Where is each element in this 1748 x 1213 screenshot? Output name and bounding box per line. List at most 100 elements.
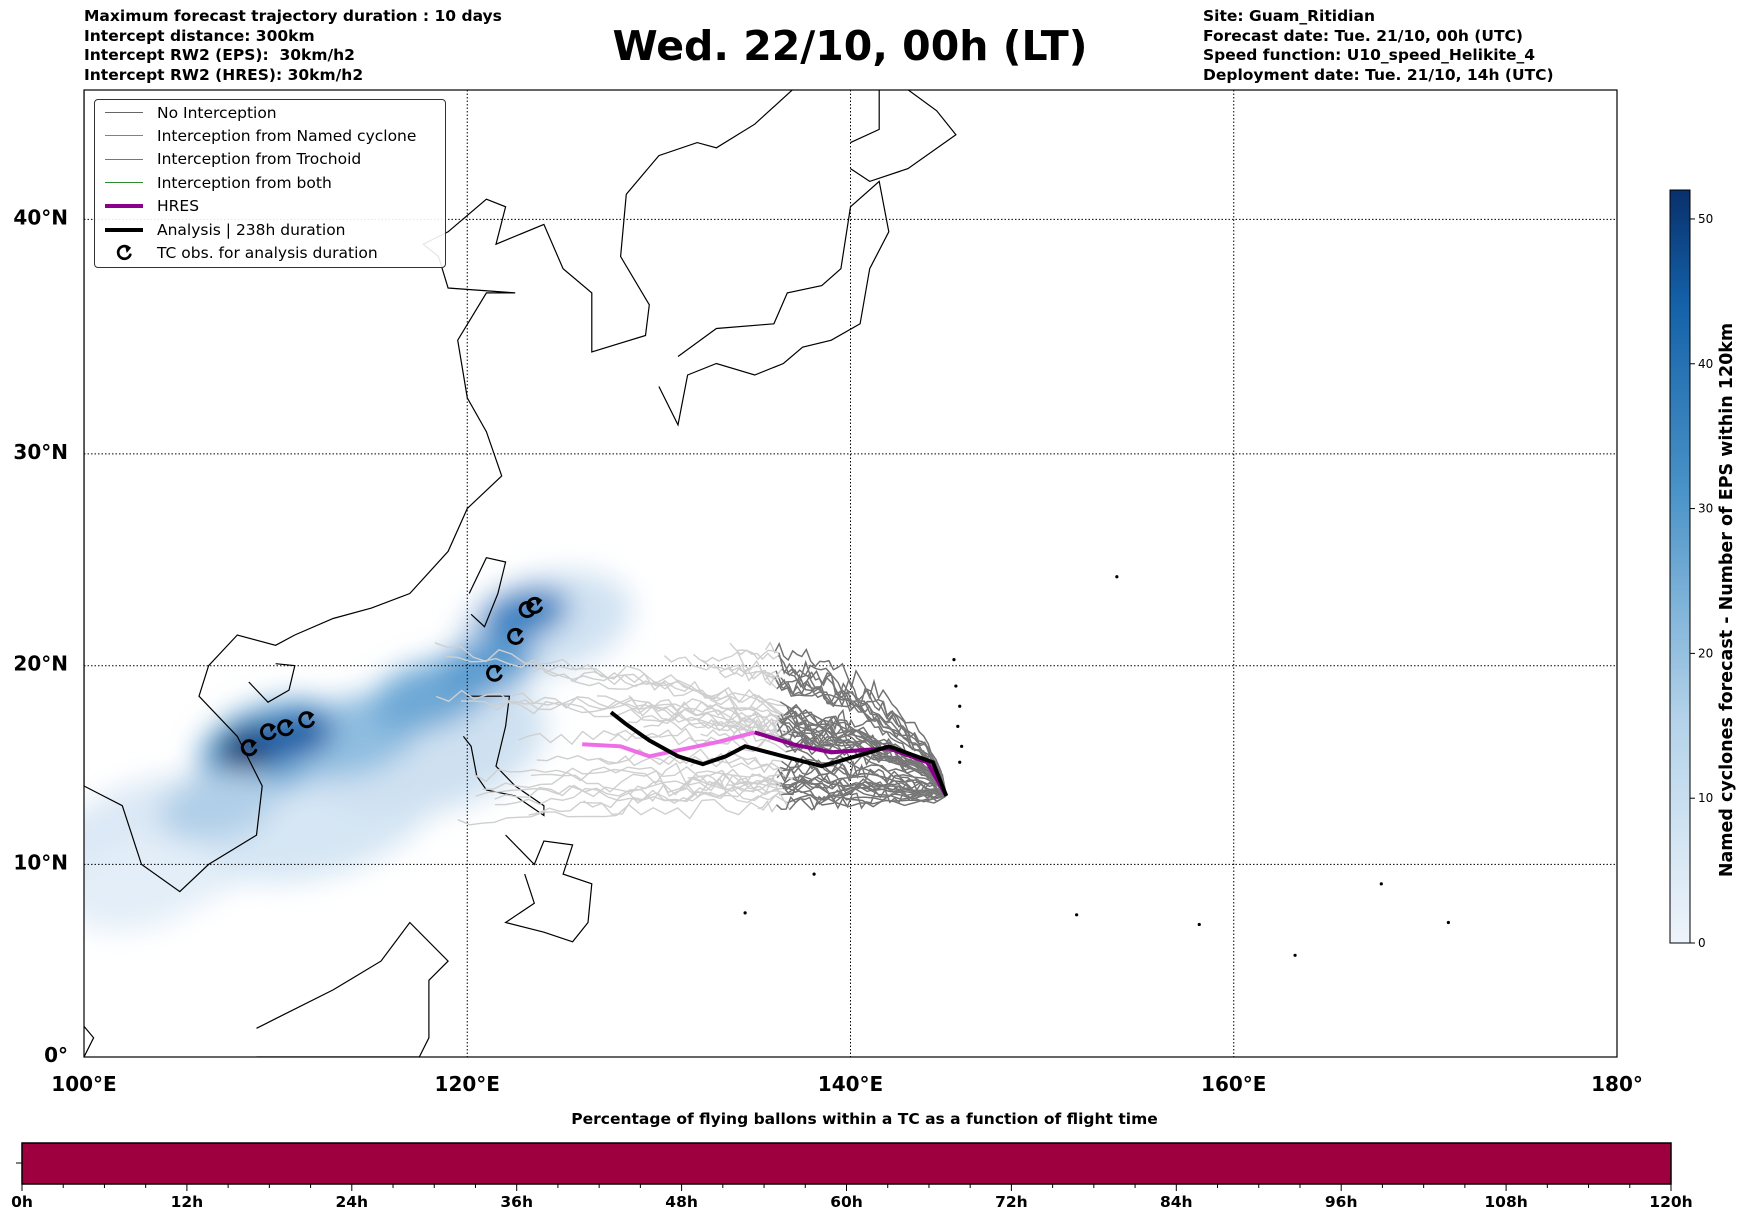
coastline [658,180,890,427]
trajectory-no-interception-recent [777,765,947,799]
colorbar-tick-label: 30 [1698,502,1713,516]
trajectory-no-interception-recent [787,780,947,802]
island [812,872,816,876]
legend-swatch [105,204,143,209]
island [1115,575,1119,579]
colorbar-tick-label: 0 [1698,936,1706,950]
trajectory-no-interception-recent [780,701,947,797]
tc-symbol-arrow [286,719,294,729]
trajectory-no-interception-recent [781,779,947,799]
header-rw2-hres: Intercept RW2 (HRES): 30km/h2 [84,65,364,84]
eps-density-layer [84,571,632,932]
tc-symbol-arrow [495,664,503,674]
island [743,911,747,915]
island [956,724,960,728]
lat-tick-label: 40°N [13,205,68,229]
legend-swatch [105,182,143,184]
legend-label: No Interception [157,103,277,122]
colorbar-ticks: 0 10 20 30 40 50 [1690,212,1713,950]
density-blob [159,770,277,842]
legend-item: TC obs. for analysis duration [105,241,378,264]
trajectory-no-interception-recent [776,678,947,797]
density-blob [480,587,569,641]
lon-tick-label: 140°E [818,1072,883,1096]
legend-swatch [105,227,143,232]
legend-item: Interception from both [105,171,332,194]
lat-tick-label: 20°N [13,652,68,676]
trajectory-no-interception-recent [779,717,947,797]
trajectory-no-interception-recent [788,786,947,806]
island [952,657,956,662]
trajectory-no-interception-recent [781,668,947,797]
tc-symbol-icon [526,596,543,614]
density-blob [255,712,334,760]
trajectory-no-interception-recent [789,794,947,811]
tc-symbol-icon [507,627,524,645]
coastline [248,663,296,703]
eps-trajectories [434,641,947,826]
coastline [84,1025,95,1057]
tc-symbol-arc [507,627,524,645]
legend-label: Analysis | 238h duration [157,220,346,239]
tc-symbol-icon [259,723,277,741]
analysis-track [609,710,949,797]
coastline [850,90,957,183]
bar-tick-label: 96h [1325,1193,1358,1211]
colorbar-tick-label: 20 [1698,646,1713,660]
island [1379,882,1383,886]
density-blob [437,636,536,696]
lon-tick-label: 160°E [1201,1072,1266,1096]
tc-symbol-icon [486,664,503,682]
header-duration: Maximum forecast trajectory duration : 1… [84,7,502,25]
header-speed-function: Speed function: U10_speed_Helikite_4 [1203,46,1536,64]
tc-symbol-arc [526,596,543,614]
bar-tick-label: 84h [1160,1193,1193,1211]
tc-symbol-arc [298,711,315,729]
tc-symbol-arc [240,739,258,757]
legend-label: TC obs. for analysis duration [157,243,378,262]
tracks [582,710,949,797]
legend-item: Interception from Trochoid [105,148,361,171]
colorbar-label: Named cyclones forecast - Number of EPS … [1717,322,1737,878]
trajectory-no-interception-recent [774,641,947,797]
hres-track [754,730,949,797]
tc-symbol-arc [277,719,294,737]
bar-tick-label: 0h [11,1193,33,1211]
tc-symbol-arrow [268,723,276,733]
tc-observations [240,596,543,757]
island [954,684,958,688]
legend-swatch [105,112,143,113]
island [1293,953,1297,957]
colorbar-tick-label: 10 [1698,791,1713,805]
colorbar-tick-label: 50 [1698,212,1713,226]
density-blob [84,836,220,932]
island [1197,922,1201,927]
tc-symbol-icon [298,711,315,729]
header-site: Site: Guam_Ritidian [1203,7,1375,25]
lon-tick-label: 180° [1591,1072,1643,1096]
bar-tick-label: 120h [1649,1193,1692,1211]
tc-symbol-icon [277,719,294,737]
hres-track-extended [582,730,756,759]
legend-label: Interception from Named cyclone [157,126,417,145]
coastline [256,921,449,1057]
lon-tick-label: 120°E [435,1072,500,1096]
chart-title: Wed. 22/10, 00h (LT) [612,22,1088,70]
header-distance: Intercept distance: 300km [84,26,315,45]
legend-label: Interception from both [157,173,332,192]
trajectory-no-interception-recent [778,655,947,797]
tc-symbol-arrow [516,628,524,638]
flight-time-bar [21,1142,1672,1185]
coastline [84,90,794,893]
legend-swatch [105,135,143,137]
legend-label: Interception from Trochoid [157,150,362,169]
legend-item: No Interception [105,101,277,124]
trajectory-no-interception-recent [780,713,947,797]
coastline [504,834,593,943]
bar-tick-label: 108h [1484,1193,1527,1211]
tc-symbol-icon [240,739,258,757]
island [1075,913,1079,917]
tc-symbol-arc [259,723,277,741]
colorbar [1669,189,1691,944]
axis-labels: 0° 10°N 20°N 30°N 40°N 100°E 120°E 140°E 160°E 18… [13,205,1642,1096]
